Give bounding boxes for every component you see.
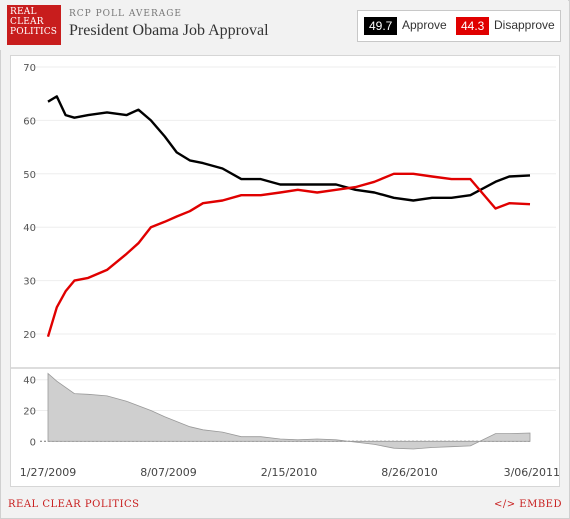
disapprove-series-line	[46, 172, 531, 338]
legend-box: 49.7 Approve 44.3 Disapprove	[357, 10, 561, 42]
disapprove-value-badge: 44.3	[456, 17, 490, 35]
kicker-label: RCP POLL AVERAGE	[69, 9, 182, 19]
spread-y-tick-label: 0	[30, 437, 36, 448]
header: REAL CLEAR POLITICS RCP POLL AVERAGE Pre…	[0, 0, 568, 50]
spread-y-tick-label: 20	[23, 407, 36, 418]
x-tick-label: 8/07/2009	[140, 466, 196, 479]
logo-line-1: REAL	[10, 7, 37, 17]
spread-area	[47, 372, 531, 450]
x-tick-label: 8/26/2010	[381, 466, 437, 479]
logo-line-2: CLEAR	[10, 17, 44, 27]
x-tick-label: 2/15/2010	[261, 466, 317, 479]
footer-brand-link[interactable]: REAL CLEAR POLITICS	[8, 499, 140, 510]
x-tick-label: 1/27/2009	[20, 466, 76, 479]
embed-link[interactable]: </> EMBED	[493, 499, 562, 510]
spread-y-tick-label: 40	[23, 376, 36, 387]
approve-series-line	[47, 95, 531, 202]
y-tick-label: 20	[23, 330, 36, 341]
y-tick-label: 70	[23, 63, 36, 74]
rcp-logo[interactable]: REAL CLEAR POLITICS	[7, 5, 61, 45]
y-tick-label: 50	[23, 170, 36, 181]
y-tick-label: 40	[23, 223, 36, 234]
disapprove-label: Disapprove	[494, 18, 555, 32]
chart-title: President Obama Job Approval	[69, 22, 269, 39]
approve-value-badge: 49.7	[364, 17, 398, 35]
approve-label: Approve	[402, 18, 447, 32]
x-tick-label: 3/06/2011	[504, 466, 560, 479]
logo-line-3: POLITICS	[10, 27, 58, 37]
y-tick-label: 60	[23, 116, 36, 127]
y-tick-label: 30	[23, 277, 36, 288]
